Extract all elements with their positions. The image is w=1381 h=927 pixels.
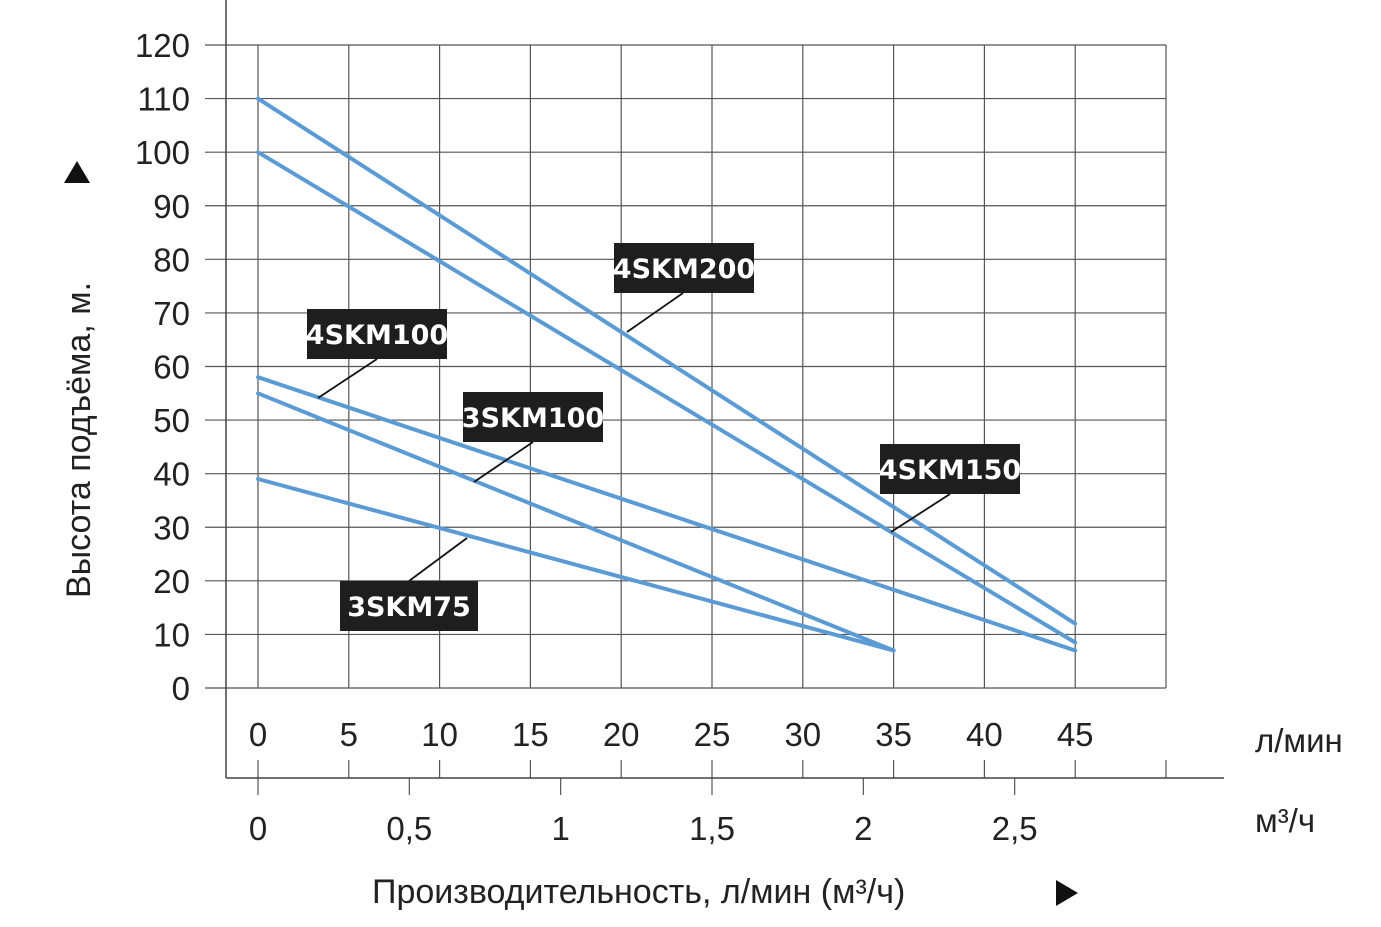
performance-curves [256,96,1078,653]
series-labels: 4SKM200 4SKM150 4SKM100 3SKM100 3SKM75 [306,243,1021,631]
x2-tick-label: 2,5 [992,810,1038,847]
y-tick-label: 80 [153,241,190,278]
y-tick-label: 70 [153,295,190,332]
leader-line [890,493,951,533]
series-tag-box [307,309,447,359]
series-tag-label: 3SKM100 [462,403,604,434]
x-unit-label: л/мин [1255,722,1343,759]
x-tick-label: 35 [875,716,912,753]
y-tick-label: 0 [172,670,190,707]
y-tick-label: 100 [135,134,190,171]
y-tick-labels: 0 10 20 30 40 50 60 70 80 90 100 110 120 [135,27,190,707]
leader-line [408,537,468,582]
series-line-4skm150 [256,150,1078,645]
x2-tick-label: 1,5 [689,810,735,847]
series-line-4skm100 [256,375,1078,653]
series-tag-label: 4SKM150 [879,455,1021,486]
series-tag-box [614,243,754,293]
y-tick-label: 90 [153,188,190,225]
x-axis-arrow-icon [1056,880,1078,906]
y-tick-label: 40 [153,456,190,493]
x-tick-label: 0 [249,716,267,753]
leader-line [626,292,684,333]
x-tick-label: 25 [694,716,731,753]
series-line-3skm100 [256,391,896,653]
x-tick-label: 45 [1057,716,1094,753]
x-tick-label: 20 [603,716,640,753]
y-axis-arrow-icon [64,161,90,183]
y-tick-label: 120 [135,27,190,64]
y-tick-label: 50 [153,402,190,439]
chart-frame [225,0,1224,779]
y-tick-label: 10 [153,616,190,653]
series-tag-box [340,581,478,631]
x-tick-label: 10 [421,716,458,753]
series-tag-label: 3SKM75 [347,592,471,623]
y-tick-label: 20 [153,563,190,600]
x-tick-label: 15 [512,716,549,753]
x2-tick-label: 0 [249,810,267,847]
y-tick-label: 30 [153,509,190,546]
series-line-3skm75 [256,477,896,653]
series-line-4skm200 [256,96,1078,626]
x2-tick-label: 0,5 [386,810,432,847]
x2-tick-label: 1 [551,810,569,847]
series-tag-box [880,444,1020,494]
x-tick-labels: 0 5 10 15 20 25 30 35 40 45 [249,716,1094,753]
series-tag-label: 4SKM100 [306,320,448,351]
x2-unit-label: м³/ч [1255,802,1315,839]
y-tick-label: 110 [137,81,190,118]
y-tick-label: 60 [153,349,190,386]
label-leader-lines [317,292,951,582]
x2-tick-labels: 0 0,5 1 1,5 2 2,5 [249,810,1038,847]
y-axis-title: Высота подъёма, м. [60,282,98,598]
series-tag-label: 4SKM200 [613,254,755,285]
x-tick-label: 30 [784,716,821,753]
x-tick-label: 40 [966,716,1003,753]
x-axis-title: Производительность, л/мин (м³/ч) [372,873,905,911]
x-tick-label: 5 [340,716,358,753]
leader-line [473,441,534,483]
series-tag-box [463,392,603,442]
x2-tick-label: 2 [854,810,872,847]
leader-line [317,358,378,399]
